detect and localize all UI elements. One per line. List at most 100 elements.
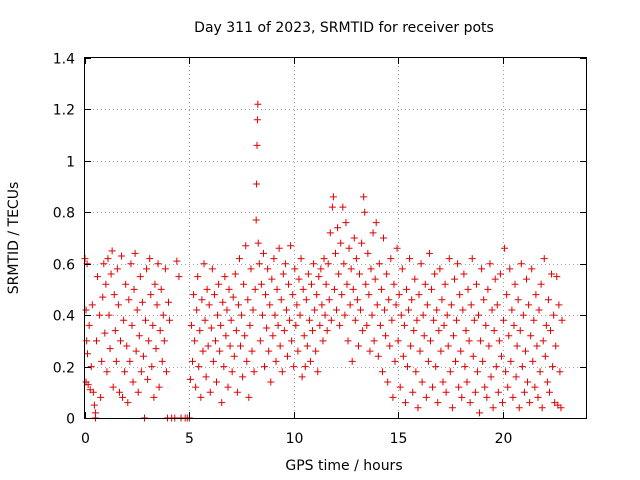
data-point <box>186 375 194 383</box>
data-point <box>203 285 211 293</box>
data-point <box>217 321 225 329</box>
data-point <box>160 337 168 345</box>
y-tick-label: 0 <box>66 412 75 428</box>
data-point <box>204 342 212 350</box>
data-point <box>149 321 157 329</box>
data-point <box>250 368 258 376</box>
data-point <box>487 373 495 381</box>
y-tick-label: 0.8 <box>53 206 75 222</box>
data-point <box>547 327 555 335</box>
data-point <box>291 265 299 273</box>
data-point <box>535 306 543 314</box>
data-point <box>328 203 336 211</box>
data-point <box>500 316 508 324</box>
data-point <box>325 296 333 304</box>
data-point <box>420 332 428 340</box>
data-point <box>380 234 388 242</box>
data-point <box>367 265 375 273</box>
data-point <box>334 224 342 232</box>
data-point <box>381 306 389 314</box>
data-point <box>133 306 141 314</box>
data-point <box>238 311 246 319</box>
data-point <box>343 280 351 288</box>
data-point <box>526 399 534 407</box>
data-point <box>497 352 505 360</box>
data-point <box>298 373 306 381</box>
data-point <box>145 337 153 345</box>
data-point <box>486 260 494 268</box>
data-point <box>412 368 420 376</box>
data-point <box>509 393 517 401</box>
y-tick-label: 1.2 <box>53 103 75 119</box>
data-point <box>137 368 145 376</box>
data-point <box>155 383 163 391</box>
data-point <box>444 342 452 350</box>
data-point <box>192 383 200 391</box>
data-point <box>239 373 247 381</box>
data-point <box>405 306 413 314</box>
data-point <box>392 301 400 309</box>
data-point <box>214 311 222 319</box>
data-point <box>219 298 227 306</box>
data-point <box>361 208 369 216</box>
data-point <box>209 357 217 365</box>
data-point <box>483 393 491 401</box>
data-point <box>511 280 519 288</box>
data-point <box>146 255 154 263</box>
data-point <box>194 273 202 281</box>
data-point <box>508 306 516 314</box>
data-point <box>165 298 172 306</box>
data-point <box>549 363 557 371</box>
data-point <box>305 316 313 324</box>
data-point <box>530 316 538 324</box>
data-point <box>318 301 326 309</box>
data-point <box>218 399 226 407</box>
data-point <box>484 285 492 293</box>
data-point <box>429 383 437 391</box>
data-point <box>150 393 158 401</box>
data-point <box>344 337 352 345</box>
data-point <box>277 296 285 304</box>
data-point <box>152 345 160 353</box>
data-point <box>206 388 214 396</box>
data-point <box>287 242 295 250</box>
y-tick-label: 0.2 <box>53 361 75 377</box>
data-point <box>225 285 233 293</box>
data-point <box>443 311 451 319</box>
data-point <box>372 219 380 227</box>
data-point <box>501 244 509 252</box>
data-point <box>519 311 527 319</box>
data-point <box>320 255 328 263</box>
data-point <box>351 316 359 324</box>
data-point <box>495 337 503 345</box>
data-point <box>356 270 364 278</box>
data-point <box>496 270 504 278</box>
data-point <box>377 285 385 293</box>
data-point <box>127 260 135 268</box>
data-point <box>126 357 134 365</box>
data-point <box>269 332 277 340</box>
data-point <box>510 321 518 329</box>
data-point <box>477 337 485 345</box>
data-point <box>461 363 469 371</box>
data-point <box>394 337 402 345</box>
data-point <box>130 285 138 293</box>
data-point <box>166 316 174 324</box>
data-point <box>388 316 396 324</box>
data-point <box>513 342 521 350</box>
data-point <box>261 363 269 371</box>
data-point <box>123 342 131 350</box>
data-point <box>248 347 256 355</box>
data-point <box>491 275 499 283</box>
data-point <box>124 399 132 407</box>
data-point <box>307 280 315 288</box>
data-point <box>107 270 115 278</box>
data-point <box>196 327 204 335</box>
data-point <box>154 260 162 268</box>
data-point <box>173 257 181 265</box>
data-point <box>254 100 262 108</box>
data-point <box>101 329 109 337</box>
data-point <box>406 255 414 263</box>
data-point <box>411 275 419 283</box>
